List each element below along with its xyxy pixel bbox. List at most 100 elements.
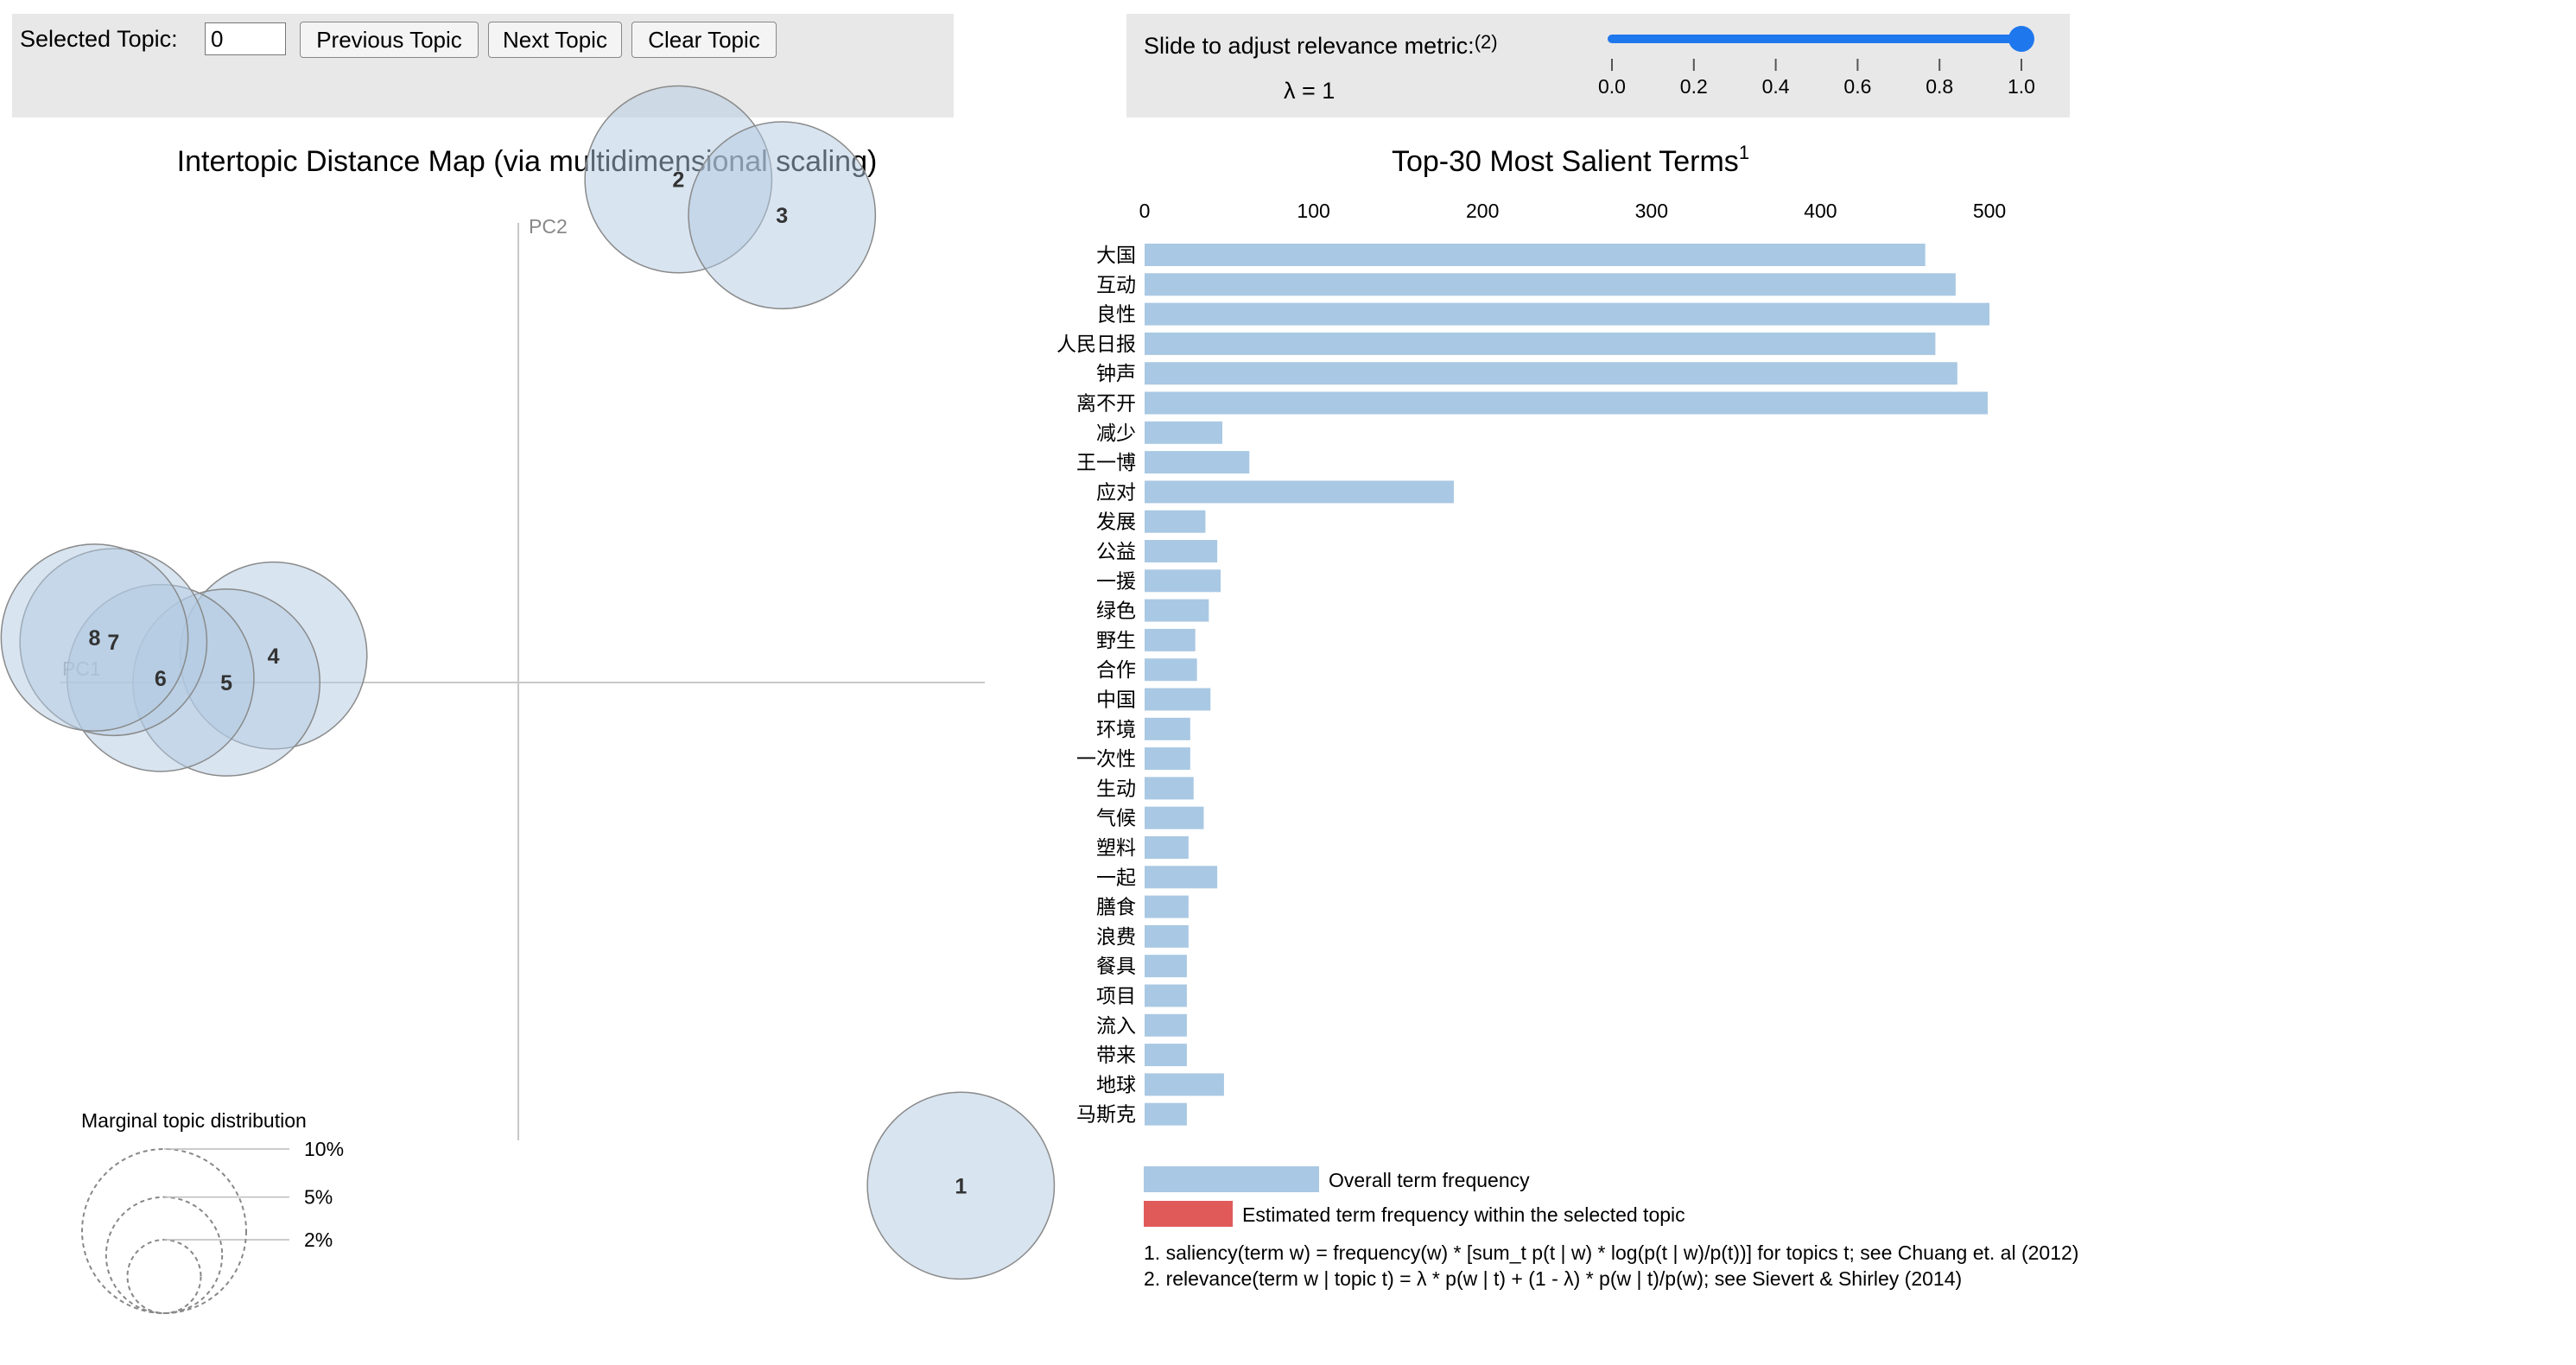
bar-x-tick-label: 100 (1297, 200, 1329, 222)
term-label[interactable]: 浪费 (1096, 925, 1136, 948)
term-label[interactable]: 大国 (1096, 244, 1136, 266)
term-label[interactable]: 发展 (1096, 511, 1136, 533)
term-label[interactable]: 一次性 (1076, 747, 1136, 770)
topic-circle[interactable] (866, 1091, 1056, 1280)
term-bar[interactable] (1145, 569, 1221, 593)
marginal-legend-circle (105, 1196, 224, 1314)
marginal-legend: 2% 5% 10% (81, 1138, 344, 1314)
term-bar[interactable] (1145, 924, 1189, 948)
term-label[interactable]: 野生 (1096, 629, 1136, 651)
term-label[interactable]: 地球 (1096, 1073, 1136, 1095)
term-label[interactable]: 马斯克 (1076, 1103, 1136, 1126)
term-bar[interactable] (1145, 332, 1936, 355)
term-bar[interactable] (1145, 540, 1218, 562)
term-label[interactable]: 膳食 (1096, 896, 1136, 918)
clear-topic-button[interactable]: Clear Topic (631, 22, 777, 58)
topic-label[interactable]: 2 (672, 168, 684, 193)
salient-terms-title-text: Top-30 Most Salient Terms (1392, 145, 1739, 178)
marginal-legend-label: 10% (304, 1138, 344, 1160)
slider-tick-label: 1.0 (2008, 75, 2035, 98)
term-bar[interactable] (1145, 866, 1218, 889)
term-label[interactable]: 环境 (1096, 718, 1136, 740)
relevance-slider[interactable]: 0.0 0.2 0.4 0.6 0.8 1.0 (1598, 26, 2035, 98)
term-label[interactable]: 项目 (1096, 985, 1136, 1007)
next-topic-button[interactable]: Next Topic (488, 22, 622, 58)
term-bar[interactable] (1145, 658, 1197, 682)
term-label[interactable]: 减少 (1096, 422, 1136, 444)
term-bar[interactable] (1145, 688, 1211, 711)
bar-x-tick-label: 300 (1635, 200, 1668, 222)
topic-label[interactable]: 7 (107, 631, 119, 655)
term-bar[interactable] (1145, 806, 1204, 829)
term-label[interactable]: 离不开 (1076, 392, 1136, 415)
term-bar[interactable] (1145, 836, 1189, 859)
term-bar[interactable] (1145, 599, 1209, 622)
term-label[interactable]: 餐具 (1096, 955, 1136, 977)
marginal-legend-circle (81, 1148, 247, 1314)
previous-topic-button[interactable]: Previous Topic (300, 22, 479, 58)
term-bar[interactable] (1145, 421, 1222, 444)
term-label[interactable]: 带来 (1096, 1044, 1136, 1066)
slider-handle[interactable] (2008, 26, 2034, 52)
term-label[interactable]: 良性 (1096, 303, 1136, 326)
marginal-legend-circle (126, 1239, 202, 1314)
term-label[interactable]: 生动 (1096, 777, 1136, 799)
term-bar[interactable] (1145, 1044, 1187, 1067)
topic-control-panel: Selected Topic: Previous Topic Next Topi… (12, 14, 954, 117)
pc2-axis-label: PC2 (529, 215, 568, 238)
term-bar[interactable] (1145, 273, 1956, 296)
term-label[interactable]: 公益 (1096, 540, 1136, 562)
topic-label[interactable]: 4 (268, 644, 280, 669)
topic-label[interactable]: 1 (955, 1174, 967, 1198)
topic-circles (0, 85, 1056, 1280)
term-bar[interactable] (1145, 244, 1926, 266)
term-bar[interactable] (1145, 480, 1454, 504)
term-label[interactable]: 气候 (1096, 807, 1136, 829)
term-label[interactable]: 应对 (1096, 480, 1136, 503)
footnote-saliency: 1. saliency(term w) = frequency(w) * [su… (1144, 1241, 2078, 1264)
topic-label[interactable]: 5 (220, 671, 232, 695)
term-bar[interactable] (1145, 362, 1957, 385)
term-bar[interactable] (1145, 628, 1196, 651)
term-label[interactable]: 王一博 (1076, 451, 1136, 473)
term-bar[interactable] (1145, 510, 1206, 533)
term-labels: 大国互动良性人民日报钟声离不开减少王一博应对发展公益一援绿色野生合作中国环境一次… (1056, 244, 1136, 1126)
term-bar[interactable] (1145, 777, 1194, 800)
term-label[interactable]: 互动 (1096, 273, 1136, 295)
legend-topic-swatch (1144, 1201, 1233, 1227)
term-bar[interactable] (1145, 391, 1989, 415)
term-bar[interactable] (1145, 984, 1187, 1007)
marginal-legend-title: Marginal topic distribution (81, 1109, 307, 1132)
term-label[interactable]: 钟声 (1096, 362, 1136, 384)
topic-label[interactable]: 3 (776, 204, 788, 228)
footnote-relevance: 2. relevance(term w | topic t) = λ * p(w… (1144, 1267, 1962, 1290)
term-label[interactable]: 绿色 (1096, 600, 1136, 622)
term-bar[interactable] (1145, 1073, 1224, 1096)
term-label[interactable]: 一援 (1096, 569, 1136, 592)
term-bar[interactable] (1145, 955, 1187, 978)
topic-label[interactable]: 6 (155, 667, 167, 691)
slider-tick-label: 0.6 (1843, 75, 1871, 98)
legend-overall-swatch (1144, 1166, 1319, 1192)
term-label[interactable]: 中国 (1096, 689, 1136, 711)
topic-circle[interactable] (0, 543, 189, 732)
legend-topic-label: Estimated term frequency within the sele… (1242, 1203, 1685, 1226)
selected-topic-input[interactable] (205, 22, 286, 55)
term-label[interactable]: 流入 (1096, 1014, 1136, 1037)
term-bar[interactable] (1145, 895, 1189, 918)
term-label[interactable]: 塑料 (1096, 836, 1136, 859)
term-bar[interactable] (1145, 747, 1190, 771)
term-label[interactable]: 人民日报 (1056, 333, 1136, 355)
term-bar[interactable] (1145, 451, 1250, 474)
term-label[interactable]: 合作 (1096, 658, 1136, 681)
term-bar[interactable] (1145, 717, 1190, 740)
term-bar[interactable] (1145, 302, 1989, 326)
selected-topic-label: Selected Topic: (20, 26, 178, 52)
slider-label-footnote: (2) (1474, 31, 1498, 53)
term-bars (1145, 244, 1989, 1126)
term-bar[interactable] (1145, 1013, 1187, 1037)
term-label[interactable]: 一起 (1096, 866, 1136, 888)
topic-circle[interactable] (688, 121, 877, 310)
term-bar[interactable] (1145, 1102, 1187, 1126)
topic-label[interactable]: 8 (89, 626, 101, 651)
